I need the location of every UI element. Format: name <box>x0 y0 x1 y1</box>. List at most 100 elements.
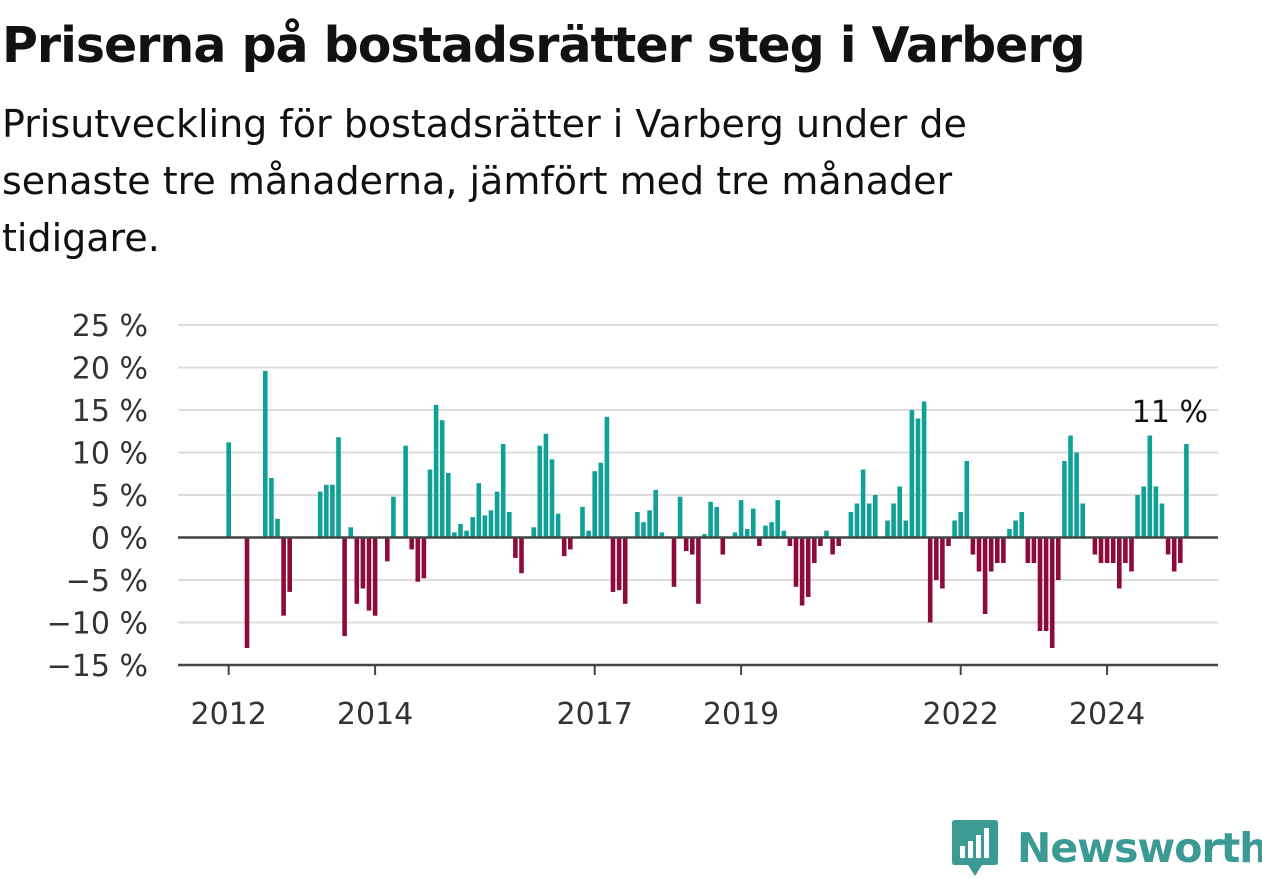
bar <box>830 537 835 555</box>
bar <box>1019 512 1024 538</box>
bar <box>1056 537 1061 580</box>
bar <box>555 513 561 538</box>
y-tick-label: −10 % <box>47 607 148 642</box>
bar <box>824 530 829 538</box>
bar <box>982 537 988 614</box>
bar <box>866 503 872 538</box>
bar <box>799 537 805 606</box>
bar <box>458 523 463 538</box>
bar <box>793 537 799 587</box>
bar <box>507 512 512 538</box>
bars <box>226 370 1189 648</box>
bar <box>952 520 957 538</box>
axes <box>178 536 1218 675</box>
bar <box>366 537 372 611</box>
bar <box>927 537 933 623</box>
bar <box>732 532 738 538</box>
x-tick-label: 2014 <box>337 697 413 732</box>
bar <box>1165 537 1171 555</box>
bar <box>903 520 909 538</box>
bar <box>995 537 1000 563</box>
bar <box>287 537 292 592</box>
bar <box>317 491 323 538</box>
bar <box>1031 537 1037 563</box>
bar <box>433 404 439 538</box>
bar <box>934 537 939 580</box>
y-tick-label: −5 % <box>66 564 148 599</box>
bar <box>854 503 860 538</box>
bar <box>940 537 945 589</box>
bar <box>1184 444 1189 538</box>
bar <box>391 496 396 538</box>
bar <box>385 537 390 562</box>
bar <box>1104 537 1110 563</box>
bar <box>604 416 610 538</box>
tick-labels: 25 % 20 % 15 % 10 % 5 % 0 % −5 % −10 % −15 % 2012… <box>47 309 1208 732</box>
bar <box>915 418 921 538</box>
bar <box>647 510 652 538</box>
bar <box>781 530 787 538</box>
bar <box>1110 537 1116 563</box>
bar <box>885 520 890 538</box>
bar <box>860 469 866 538</box>
bar <box>476 483 482 538</box>
bar <box>848 512 854 538</box>
bar <box>812 537 817 563</box>
bar <box>1129 537 1134 572</box>
bar <box>708 501 713 538</box>
bar <box>592 471 597 538</box>
bar <box>1049 537 1055 648</box>
bar <box>946 537 951 546</box>
bar <box>446 472 451 538</box>
newsworthy-logo: Newsworthy <box>951 818 1262 878</box>
bar <box>897 486 902 538</box>
bar <box>598 462 604 538</box>
bar <box>488 510 494 538</box>
bar <box>269 478 274 538</box>
bar <box>958 512 963 538</box>
bar <box>653 489 658 538</box>
bar <box>873 495 878 538</box>
y-tick-label: 10 % <box>72 437 148 472</box>
bar <box>1147 435 1153 538</box>
bar <box>683 537 689 552</box>
bar <box>616 537 622 591</box>
bar <box>586 530 591 538</box>
bar <box>513 537 518 558</box>
bar <box>1074 452 1079 538</box>
bar <box>720 537 726 555</box>
bar <box>976 537 982 572</box>
bar <box>787 537 793 546</box>
logo-text: Newsworthy <box>1017 824 1262 872</box>
bar <box>543 433 549 538</box>
bar <box>751 508 756 538</box>
bar <box>1062 461 1067 538</box>
bar <box>360 537 366 589</box>
bar <box>1001 537 1006 563</box>
bar <box>659 532 665 538</box>
bar <box>549 459 555 538</box>
y-tick-label: 15 % <box>72 394 148 429</box>
y-tick-label: 25 % <box>72 309 148 344</box>
bar <box>1153 486 1159 538</box>
bar <box>1178 537 1183 563</box>
bar <box>336 437 341 538</box>
bar <box>1007 529 1012 538</box>
x-tick-label: 2012 <box>191 697 267 732</box>
bar <box>1123 537 1128 563</box>
bar <box>324 484 329 538</box>
newsworthy-logo-icon <box>952 820 998 876</box>
bar <box>738 500 744 538</box>
bar <box>1098 537 1104 563</box>
x-tick-label: 2019 <box>703 697 779 732</box>
bar <box>494 491 500 538</box>
bar <box>671 537 677 587</box>
bar <box>342 537 347 637</box>
bar <box>537 445 543 538</box>
bar <box>531 527 536 538</box>
bar <box>348 527 353 538</box>
bar <box>769 522 774 538</box>
bar <box>1117 537 1122 589</box>
bar <box>970 537 976 555</box>
bar <box>964 461 970 538</box>
